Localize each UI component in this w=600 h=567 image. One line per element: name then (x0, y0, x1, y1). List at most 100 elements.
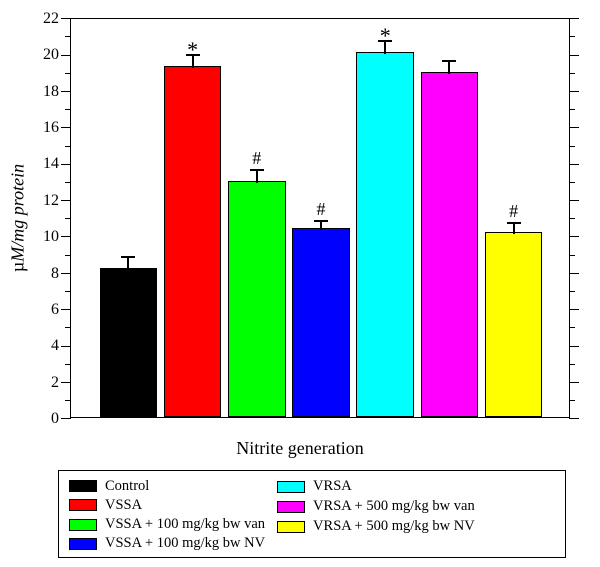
ylabel-rest: M/mg protein (8, 164, 28, 262)
legend: Control VSSA VSSA + 100 mg/kg bw van VSS… (58, 470, 566, 558)
sig-marker-3: # (317, 199, 326, 220)
legend-item-vrsa-nv: VRSA + 500 mg/kg bw NV (277, 517, 475, 536)
legend-item-vrsa-van: VRSA + 500 mg/kg bw van (277, 497, 475, 516)
errorcap-2 (250, 169, 264, 171)
errorbar-2 (256, 170, 258, 183)
ytick (61, 382, 71, 383)
ytick-minor (65, 109, 71, 110)
errorbar-0 (127, 257, 129, 270)
errorcap-3 (314, 220, 328, 222)
legend-item-control: Control (69, 477, 265, 495)
ytick (61, 418, 71, 419)
ytick-label: 14 (43, 155, 59, 173)
sig-marker-1: * (187, 37, 198, 63)
ytick-right (569, 200, 579, 201)
errorcap-6 (507, 222, 521, 224)
errorbar-6 (513, 223, 515, 234)
errorbar-3 (320, 221, 322, 230)
swatch-vrsa-nv (277, 521, 305, 533)
legend-item-vssa-van: VSSA + 100 mg/kg bw van (69, 516, 265, 534)
bar-0 (100, 268, 158, 417)
legend-label-control: Control (105, 478, 149, 495)
swatch-vssa (69, 499, 97, 511)
ytick-right-minor (569, 218, 575, 219)
ytick-minor (65, 255, 71, 256)
ytick-right (569, 346, 579, 347)
ytick-minor (65, 364, 71, 365)
legend-label-vrsa-van: VRSA + 500 mg/kg bw van (313, 498, 475, 515)
swatch-vrsa-van (277, 501, 305, 513)
ytick (61, 236, 71, 237)
ytick (61, 127, 71, 128)
ytick-right-minor (569, 36, 575, 37)
ytick-label: 4 (51, 337, 59, 355)
ytick-right-minor (569, 109, 575, 110)
ytick-label: 0 (51, 410, 59, 428)
sig-marker-6: # (509, 201, 518, 222)
bar-5 (421, 72, 479, 417)
ytick-right-minor (569, 400, 575, 401)
ytick-right (569, 127, 579, 128)
ytick-right-minor (569, 146, 575, 147)
swatch-vssa-nv (69, 538, 97, 550)
bar-4 (356, 52, 414, 417)
legend-item-vssa-nv: VSSA + 100 mg/kg bw NV (69, 535, 265, 553)
ytick-minor (65, 218, 71, 219)
ytick-right (569, 236, 579, 237)
legend-col-right: VRSA VRSA + 500 mg/kg bw van VRSA + 500 … (277, 477, 475, 553)
ytick-label: 22 (43, 10, 59, 28)
bar-6 (485, 232, 543, 417)
swatch-vrsa (277, 481, 305, 493)
errorcap-0 (121, 256, 135, 258)
ytick (61, 164, 71, 165)
ytick-right-minor (569, 255, 575, 256)
ytick-minor (65, 291, 71, 292)
ylabel-mu: µ (8, 262, 28, 272)
ytick-right (569, 273, 579, 274)
ytick-label: 6 (51, 301, 59, 319)
errorcap-5 (442, 60, 456, 62)
ytick-minor (65, 73, 71, 74)
ytick-right-minor (569, 327, 575, 328)
plot-area: 0246810121416182022*##*# (70, 18, 570, 418)
ytick-label: 18 (43, 83, 59, 101)
ytick-right (569, 164, 579, 165)
ytick (61, 18, 71, 19)
legend-col-left: Control VSSA VSSA + 100 mg/kg bw van VSS… (69, 477, 265, 553)
legend-item-vrsa: VRSA (277, 477, 475, 496)
swatch-control (69, 480, 97, 492)
ytick (61, 91, 71, 92)
ytick-right (569, 91, 579, 92)
ytick-label: 20 (43, 46, 59, 64)
ytick-right-minor (569, 73, 575, 74)
ytick-minor (65, 327, 71, 328)
ytick-label: 10 (43, 228, 59, 246)
ytick (61, 309, 71, 310)
ytick-right (569, 418, 579, 419)
ytick (61, 200, 71, 201)
ytick (61, 346, 71, 347)
ytick-minor (65, 400, 71, 401)
x-axis-label: Nitrite generation (236, 438, 363, 459)
legend-label-vrsa: VRSA (313, 478, 352, 495)
ytick-minor (65, 146, 71, 147)
ytick-right (569, 382, 579, 383)
ytick-label: 2 (51, 374, 59, 392)
legend-label-vssa-van: VSSA + 100 mg/kg bw van (105, 516, 265, 533)
legend-label-vssa: VSSA (105, 497, 142, 514)
ytick-minor (65, 36, 71, 37)
legend-label-vssa-nv: VSSA + 100 mg/kg bw NV (105, 535, 265, 552)
legend-item-vssa: VSSA (69, 496, 265, 514)
ytick-label: 16 (43, 119, 59, 137)
ytick-right (569, 18, 579, 19)
ytick-right (569, 55, 579, 56)
ytick-right (569, 309, 579, 310)
y-axis-label: µM/mg protein (8, 164, 29, 272)
legend-label-vrsa-nv: VRSA + 500 mg/kg bw NV (313, 518, 475, 535)
swatch-vssa-van (69, 519, 97, 531)
errorbar-5 (448, 61, 450, 74)
ytick-label: 8 (51, 265, 59, 283)
bar-1 (164, 66, 222, 417)
ytick-label: 12 (43, 192, 59, 210)
ytick-minor (65, 182, 71, 183)
